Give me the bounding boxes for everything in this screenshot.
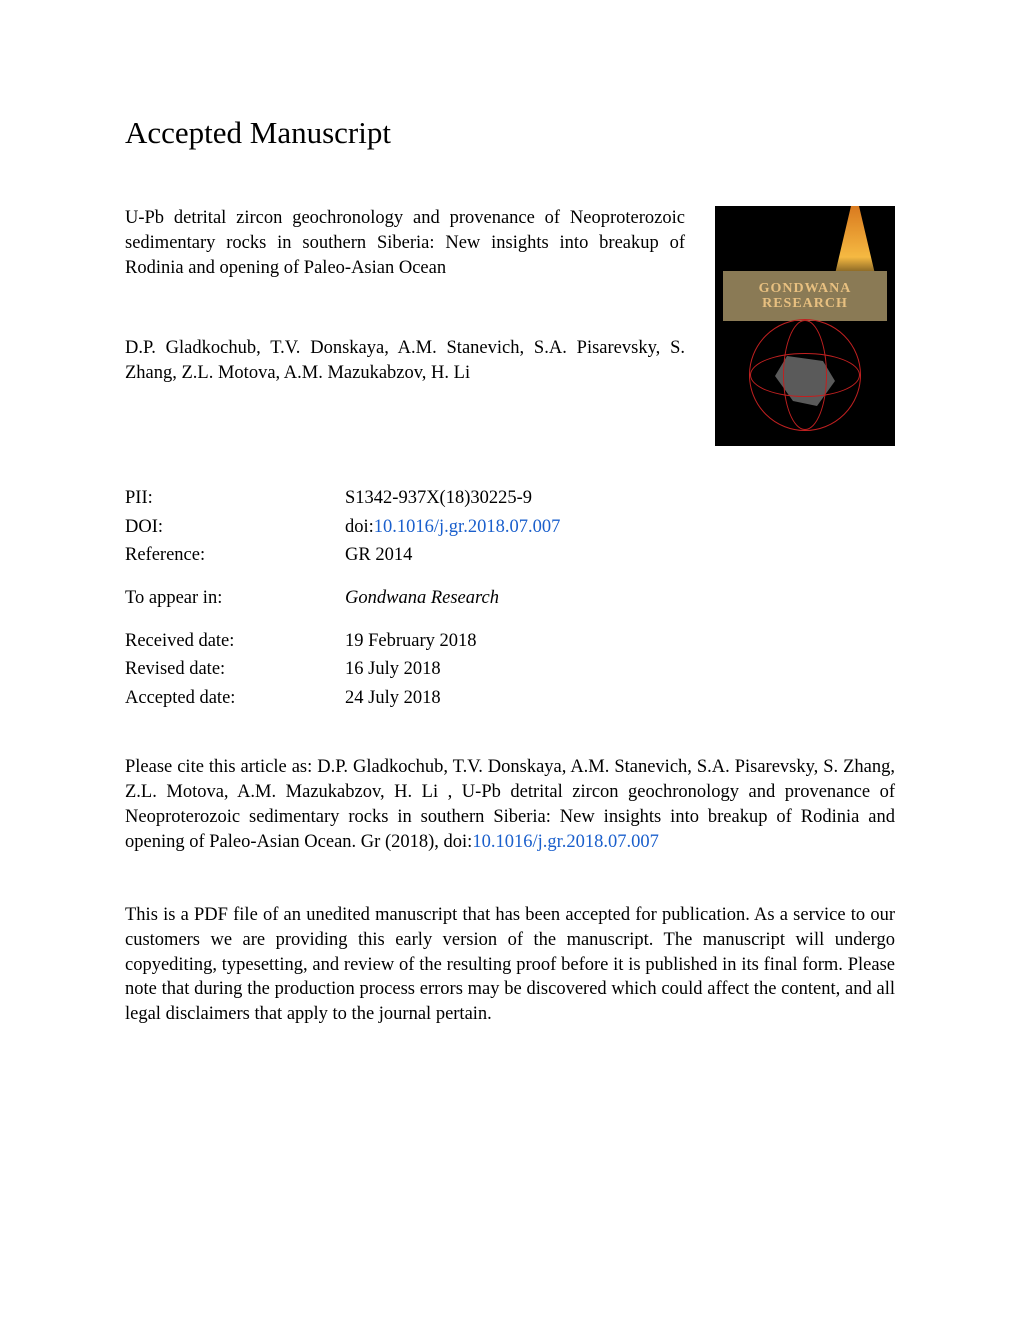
citation-doi-link[interactable]: 10.1016/j.gr.2018.07.007 [472,832,659,852]
manuscript-page: Accepted Manuscript U-Pb detrital zircon… [0,0,1020,1087]
appear-value: Gondwana Research [345,584,895,613]
accepted-value: 24 July 2018 [345,684,895,713]
reference-label: Reference: [125,541,345,570]
cover-title-line1: GONDWANA [759,281,852,296]
page-heading: Accepted Manuscript [125,115,895,151]
appear-label: To appear in: [125,584,345,613]
article-title: U-Pb detrital zircon geochronology and p… [125,206,685,281]
title-cover-row: U-Pb detrital zircon geochronology and p… [125,206,895,446]
meta-row-appear: To appear in: Gondwana Research [125,584,895,613]
disclaimer-text: This is a PDF file of an unedited manusc… [125,903,895,1028]
journal-cover-thumbnail: GONDWANA RESEARCH [715,206,895,446]
pii-label: PII: [125,484,345,513]
meta-row-reference: Reference: GR 2014 [125,541,895,570]
cover-globe-graphic [749,319,861,431]
appear-journal: Gondwana Research [345,588,499,608]
meta-row-received: Received date: 19 February 2018 [125,627,895,656]
title-block: U-Pb detrital zircon geochronology and p… [125,206,685,386]
meta-row-doi: DOI: doi:10.1016/j.gr.2018.07.007 [125,513,895,542]
pii-value: S1342-937X(18)30225-9 [345,484,895,513]
revised-label: Revised date: [125,655,345,684]
metadata-table: PII: S1342-937X(18)30225-9 DOI: doi:10.1… [125,484,895,713]
doi-prefix: doi: [345,517,374,537]
revised-value: 16 July 2018 [345,655,895,684]
reference-value: GR 2014 [345,541,895,570]
received-value: 19 February 2018 [345,627,895,656]
citation-text: Please cite this article as: D.P. Gladko… [125,755,895,855]
cover-title-line2: RESEARCH [762,296,848,311]
doi-label: DOI: [125,513,345,542]
cover-title-bar: GONDWANA RESEARCH [723,271,887,321]
received-label: Received date: [125,627,345,656]
doi-value: doi:10.1016/j.gr.2018.07.007 [345,513,895,542]
doi-link[interactable]: 10.1016/j.gr.2018.07.007 [374,517,561,537]
accepted-label: Accepted date: [125,684,345,713]
meta-row-accepted: Accepted date: 24 July 2018 [125,684,895,713]
meta-row-revised: Revised date: 16 July 2018 [125,655,895,684]
authors: D.P. Gladkochub, T.V. Donskaya, A.M. Sta… [125,336,685,386]
meta-row-pii: PII: S1342-937X(18)30225-9 [125,484,895,513]
